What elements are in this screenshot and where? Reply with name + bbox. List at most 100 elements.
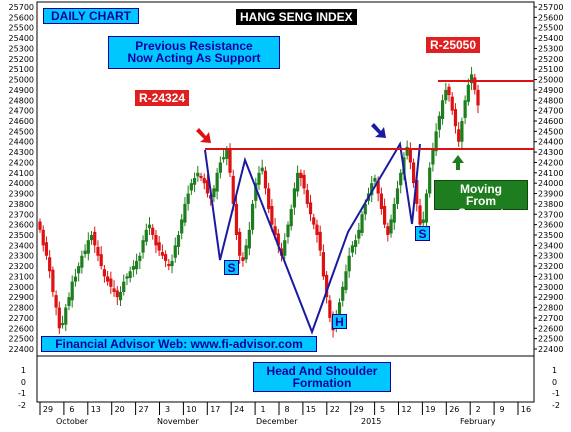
month-label: 2015 <box>361 417 381 426</box>
x-tick-label: 29 <box>43 405 53 414</box>
candle-body <box>218 162 222 173</box>
y-tick-label-left: 24700 <box>9 107 34 116</box>
y-tick-label-right: 22600 <box>538 324 563 333</box>
candle-body <box>96 246 100 256</box>
x-tick-label: 22 <box>330 405 340 414</box>
month-label: November <box>157 417 199 426</box>
candle-body <box>357 229 361 239</box>
candle-body <box>83 250 87 255</box>
candle-body <box>70 281 74 301</box>
lower-panel-ticks: 1 1 0 0 -1 -1 -2 -2 <box>18 366 560 410</box>
y-tick-label-right: 23400 <box>538 241 563 250</box>
candle-body <box>283 240 287 256</box>
candle-body <box>405 146 409 156</box>
x-tick-label: 8 <box>284 405 289 414</box>
y-tick-label-right: 22700 <box>538 314 563 323</box>
red-arrow-icon <box>196 128 211 143</box>
candle-body <box>41 229 45 246</box>
candle-body <box>202 178 206 184</box>
candle-body <box>392 203 396 223</box>
y-tick-label-right: 23700 <box>538 210 563 219</box>
y-tick-label-right: 25500 <box>538 24 563 33</box>
candle-body <box>77 266 81 274</box>
y-tick-label-left: 25500 <box>9 24 34 33</box>
candle-body <box>302 174 306 189</box>
y-tick-label-right: 22400 <box>538 345 563 354</box>
x-tick-label: 13 <box>91 405 101 414</box>
y-tick-label-right: 24200 <box>538 158 563 167</box>
candle-body <box>170 260 174 267</box>
candle-body <box>225 149 229 159</box>
candle-body <box>469 74 474 84</box>
candle-body <box>80 255 84 268</box>
y-tick-label-right: 22800 <box>538 304 563 313</box>
candle-body <box>106 276 110 282</box>
candle-body <box>131 266 135 270</box>
candle-body <box>125 276 129 279</box>
candle-body <box>321 252 326 277</box>
x-tick-label: 2 <box>476 405 481 414</box>
y-tick-label-left: 24900 <box>9 86 34 95</box>
candle-body <box>428 167 432 194</box>
candle-body <box>205 180 210 194</box>
x-tick-label: 27 <box>139 405 149 414</box>
month-labels: October November December 2015 February <box>56 417 496 426</box>
y-tick-label-left: 24300 <box>9 148 34 157</box>
shoulder-label-left: S <box>224 260 239 275</box>
y-tick-label-right: 25400 <box>538 34 563 43</box>
candle-body <box>476 89 480 106</box>
candle-body <box>383 205 387 225</box>
candle-body <box>60 323 65 326</box>
candle-body <box>312 217 316 225</box>
candle-body <box>318 231 322 251</box>
candle-body <box>463 100 467 118</box>
candle-body <box>444 89 448 101</box>
candle-body <box>292 188 297 208</box>
y-tick-label-left: 24200 <box>9 158 34 167</box>
candle-body <box>183 203 187 223</box>
y-tick-label-right: 25200 <box>538 55 563 64</box>
y-tick-label-left: 23500 <box>9 231 34 240</box>
head-shoulders-formation-note: Head And Shoulder Formation <box>253 362 391 392</box>
candle-body <box>276 233 280 246</box>
y-tick-label-left: 23700 <box>9 210 34 219</box>
y-tick-label-left: 23300 <box>9 252 34 261</box>
candle-body <box>212 188 216 198</box>
candle-body <box>48 257 52 272</box>
candle-body <box>154 235 158 246</box>
candle-body <box>109 278 113 287</box>
candle-body <box>247 229 251 249</box>
y-tick-label-left: 24000 <box>9 179 34 188</box>
candle-body <box>160 252 164 256</box>
y-tick-label-left: 24600 <box>9 117 34 126</box>
candle-body <box>234 203 239 235</box>
month-label: December <box>256 417 298 426</box>
candle-body <box>192 178 197 185</box>
candle-body <box>267 188 271 210</box>
candle-body <box>67 297 71 306</box>
candle-body <box>144 229 148 242</box>
candle-body <box>350 245 354 253</box>
candle-body <box>118 292 123 301</box>
month-label: October <box>56 417 89 426</box>
x-tick-label: 3 <box>165 405 170 414</box>
y-tick-label-right: 24900 <box>538 86 563 95</box>
candle-body <box>341 286 345 301</box>
y-tick-label-left: 24400 <box>9 138 34 147</box>
candle-body <box>337 302 342 320</box>
candle-body <box>344 271 348 290</box>
y-tick-label-right: 23000 <box>538 283 563 292</box>
month-label: February <box>460 417 496 426</box>
candle-body <box>186 193 190 204</box>
x-axis-ticks: 29 6 13 20 27 3 10 17 24 1 8 15 22 29 5 12 19 26 2 9 16 <box>39 402 531 415</box>
y-tick-label-left: 23100 <box>9 272 34 281</box>
candle-body <box>128 271 132 279</box>
y-tick-label-left: 25400 <box>9 34 34 43</box>
candle-body <box>44 242 49 256</box>
resistance-label-24324: R-24324 <box>135 90 190 106</box>
x-tick-label: 10 <box>186 405 196 414</box>
candle-body <box>415 180 419 204</box>
y-tick-label-right: 24400 <box>538 138 563 147</box>
y-tick-label-right: 25000 <box>538 76 563 85</box>
